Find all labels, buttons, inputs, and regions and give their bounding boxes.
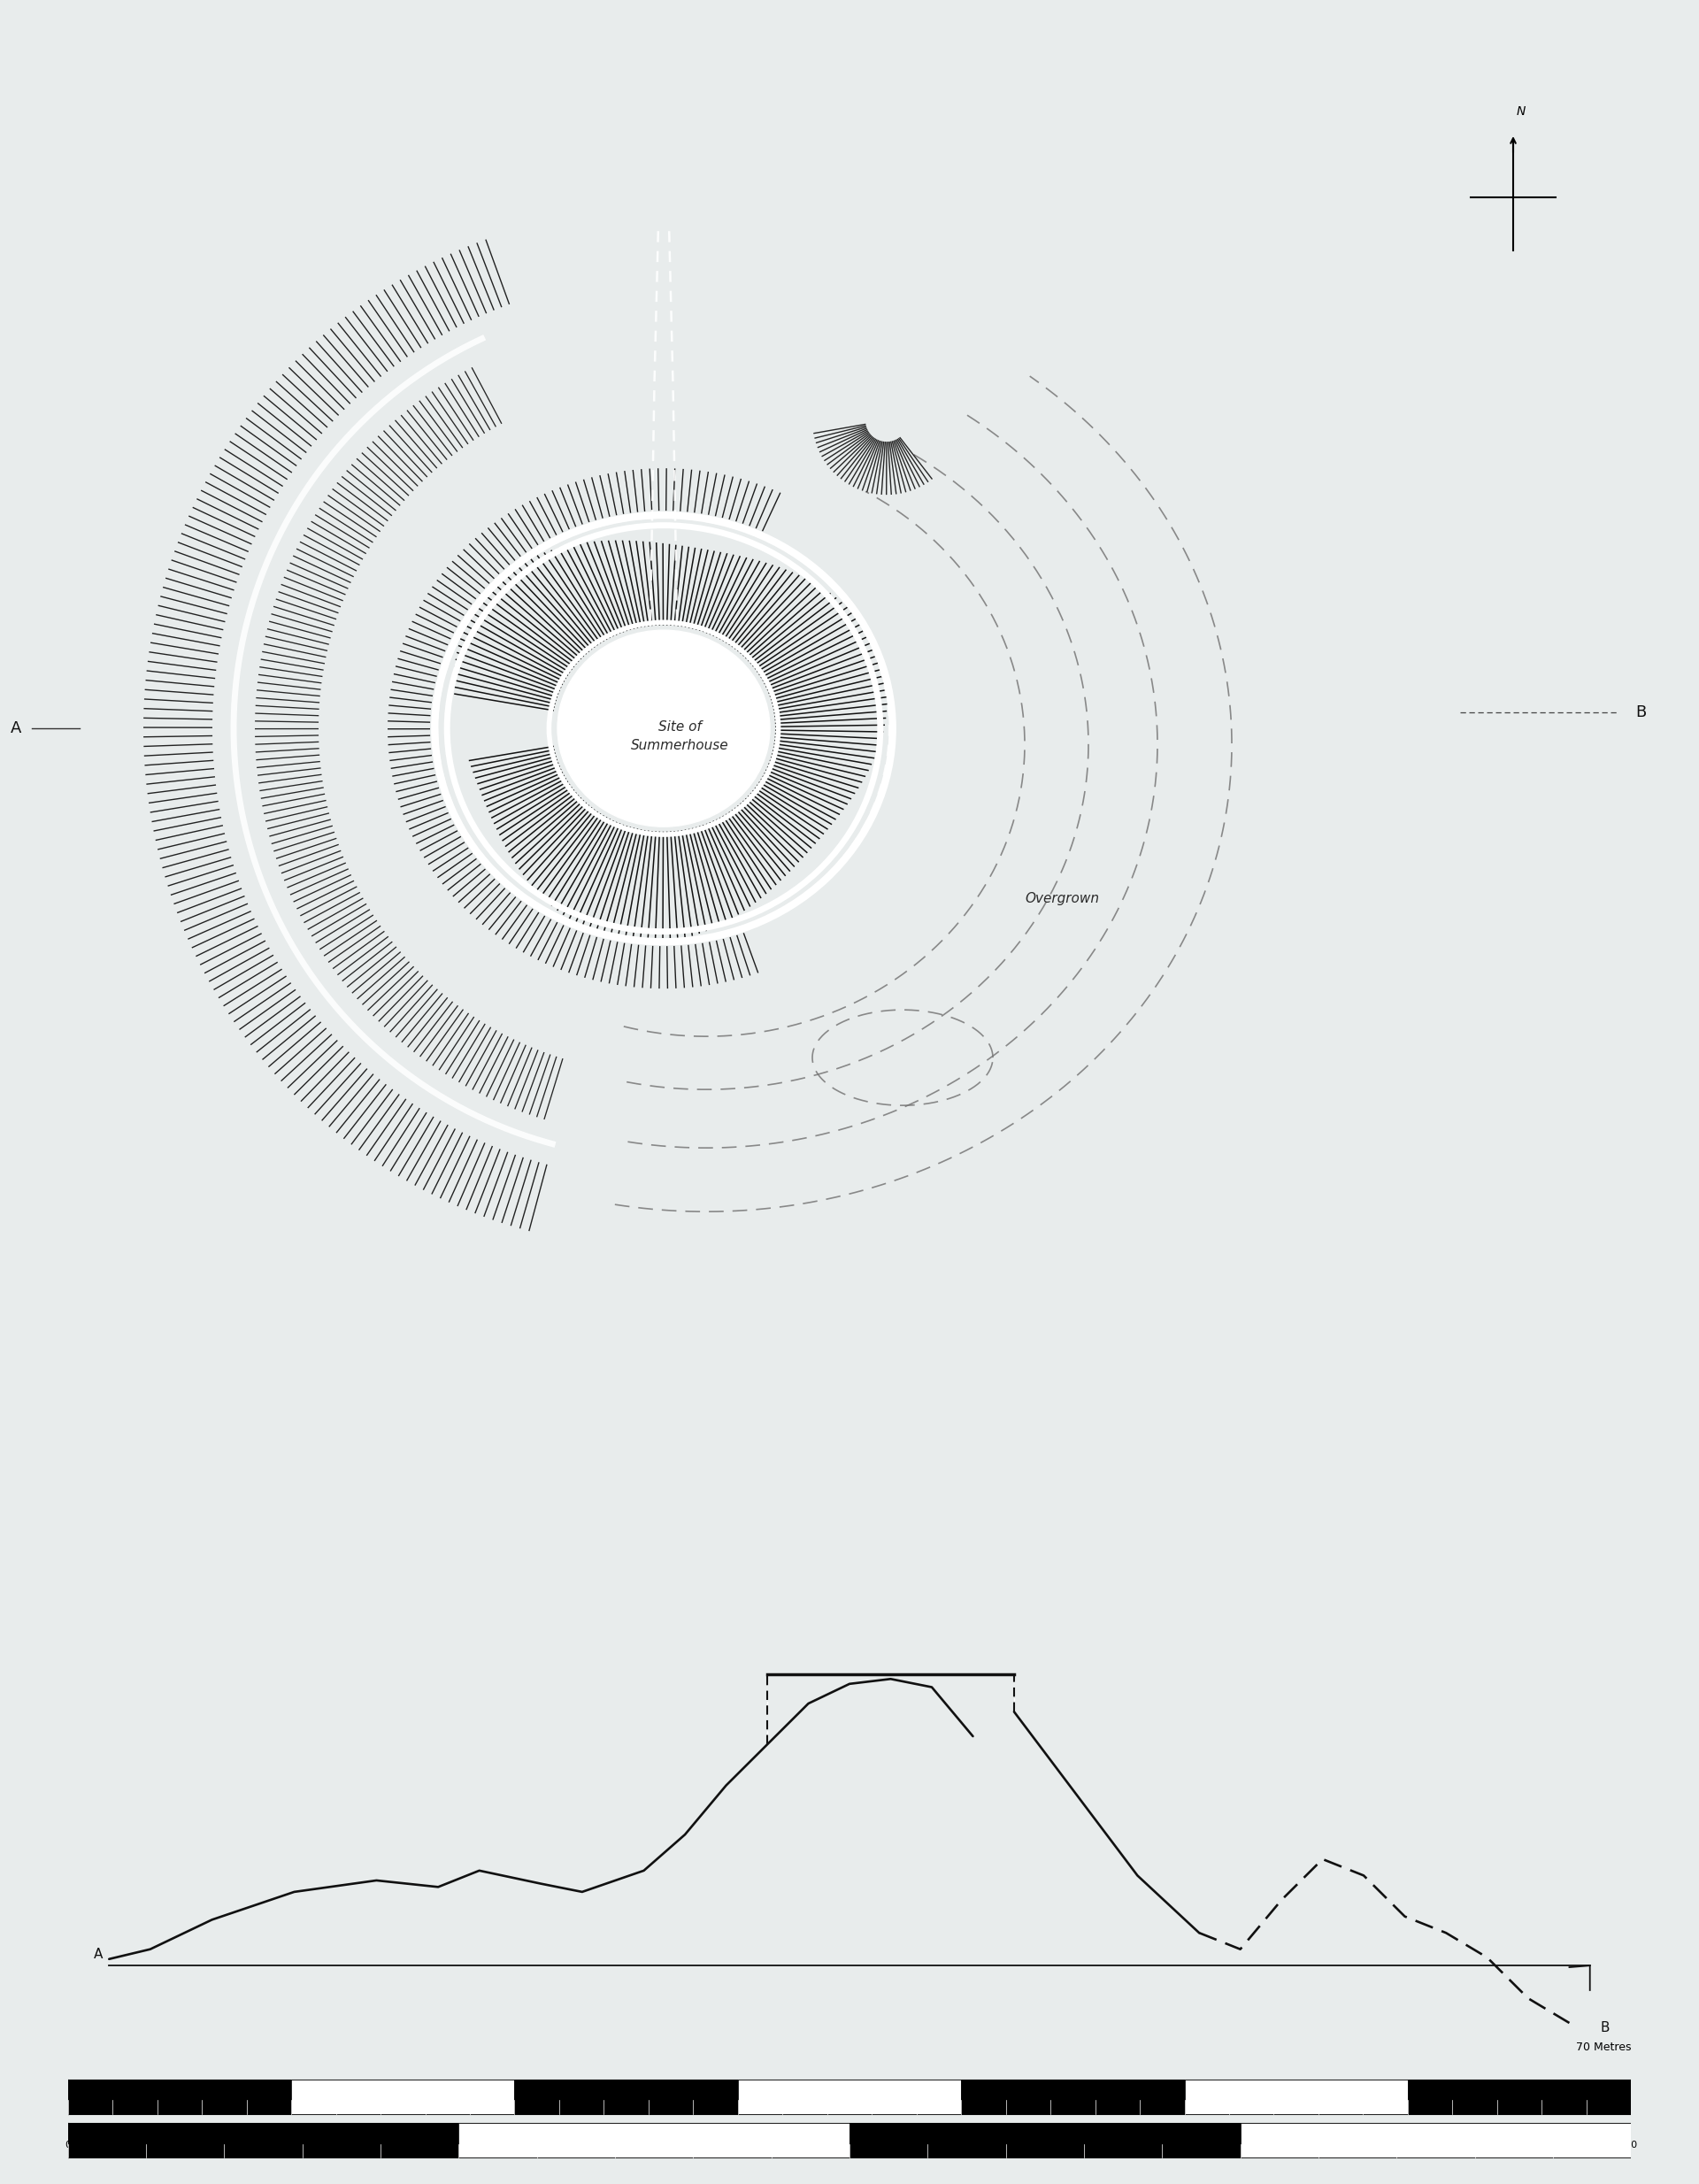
Text: 60: 60	[1402, 2140, 1414, 2149]
Text: 10: 10	[285, 2140, 297, 2149]
Bar	[1408, 2079, 1631, 2114]
Bar	[68, 2079, 291, 2114]
Text: 40: 40	[955, 2140, 967, 2149]
Text: 30: 30	[732, 2140, 744, 2149]
Bar	[962, 2079, 1184, 2114]
Text: B: B	[1600, 2020, 1609, 2035]
Bar	[737, 2079, 962, 2114]
Text: 70 Metres: 70 Metres	[1575, 2042, 1631, 2053]
Text: 20: 20	[508, 2140, 522, 2149]
Text: Site of
Summerhouse: Site of Summerhouse	[630, 721, 729, 751]
Text: A: A	[93, 1948, 104, 1961]
Bar	[850, 2123, 1240, 2158]
Text: 200 Feet: 200 Feet	[1582, 2086, 1631, 2097]
Text: B: B	[1634, 705, 1646, 721]
Bar	[291, 2079, 515, 2114]
Text: A: A	[10, 721, 22, 736]
Bar	[515, 2079, 737, 2114]
Bar	[68, 2123, 459, 2158]
Text: Overgrown: Overgrown	[1024, 891, 1099, 904]
Text: N: N	[1517, 105, 1526, 118]
Bar	[1240, 2123, 1631, 2158]
Bar	[459, 2123, 850, 2158]
Text: 70: 70	[1624, 2140, 1638, 2149]
Text: 0: 0	[65, 2140, 71, 2149]
Ellipse shape	[557, 631, 770, 828]
Bar	[1184, 2079, 1408, 2114]
Text: 50: 50	[1177, 2140, 1191, 2149]
